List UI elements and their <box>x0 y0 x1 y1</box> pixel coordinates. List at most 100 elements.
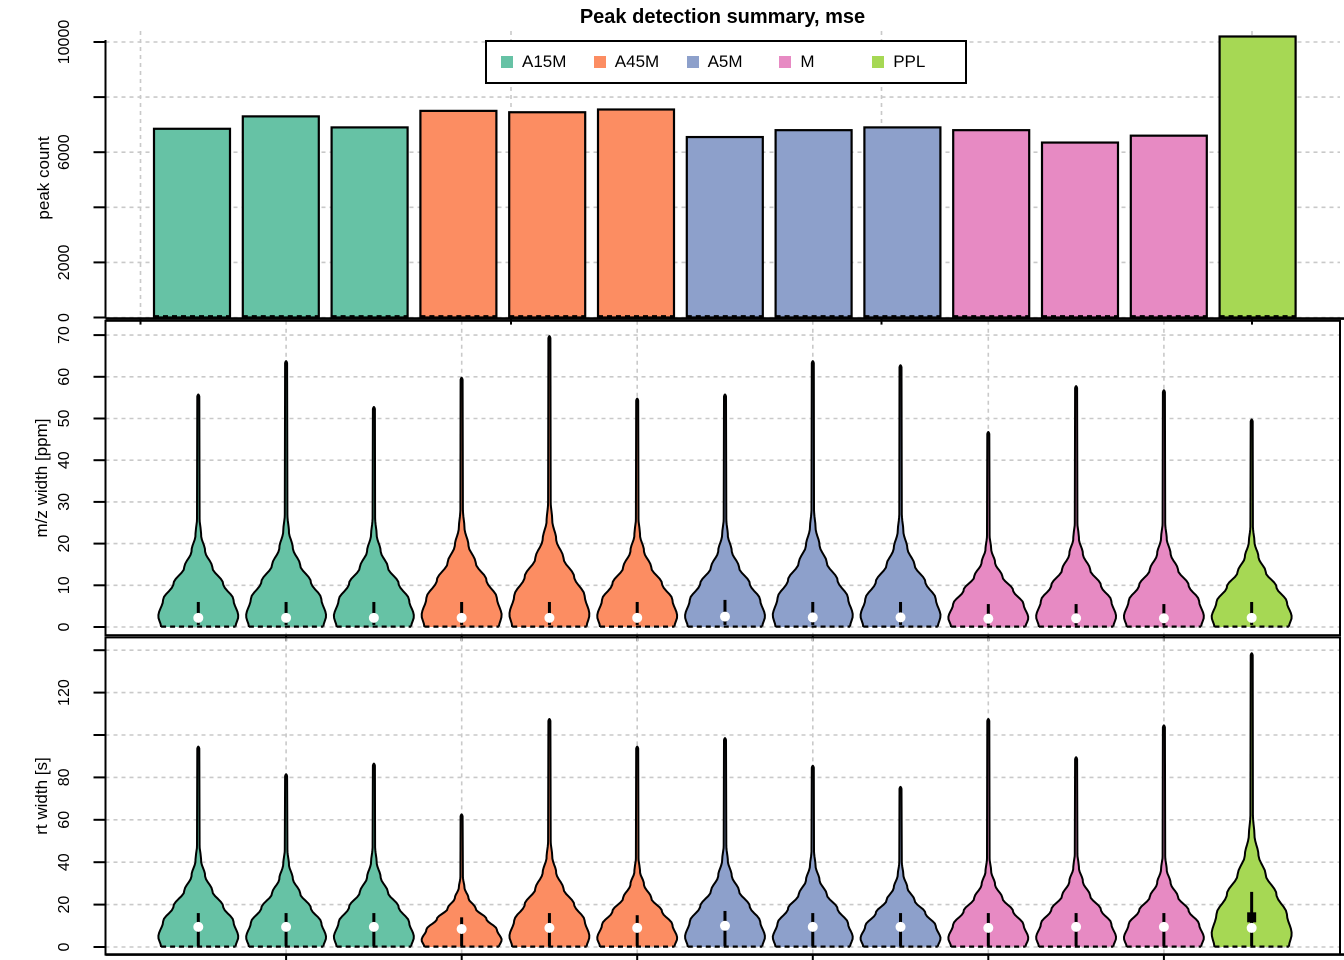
legend-swatch-a15m-icon <box>501 56 513 68</box>
violin-outline <box>420 813 503 948</box>
bar-a45m-6 <box>596 108 676 319</box>
violin-fill-m-11 <box>1036 386 1116 627</box>
y-tick-label: 40 <box>56 451 73 469</box>
violin-median-dot <box>1071 921 1082 932</box>
violin-median-dot <box>632 612 643 623</box>
violin-median-dot <box>807 612 818 623</box>
violin-median-dot <box>456 612 467 623</box>
violin-fill-a5m-9 <box>860 365 941 627</box>
bar-ppl-13 <box>1218 35 1297 319</box>
violin-fill-a45m-6 <box>597 746 678 947</box>
y-tick-label: 40 <box>56 853 73 871</box>
y-axis-label-peak-count: peak count <box>34 136 53 220</box>
y-tick-label: 80 <box>56 768 73 786</box>
chart-title: Peak detection summary, mse <box>579 6 866 28</box>
violin-outline <box>1210 418 1293 628</box>
violin-median-dot <box>983 613 994 624</box>
y-tick-label: 20 <box>56 535 73 553</box>
violin-median-dot <box>807 921 818 932</box>
y-tick-label: 10 <box>56 576 73 594</box>
bar-a5m-7 <box>685 135 764 319</box>
violin-median-dot <box>544 612 555 623</box>
violin-outline <box>859 364 942 628</box>
violin-median-dot <box>1246 612 1257 623</box>
y-tick-label: 0 <box>56 942 73 951</box>
violin-fill-a5m-7 <box>685 738 765 947</box>
legend-swatch-ppl-icon <box>872 56 885 68</box>
violin-median-dot <box>719 920 730 931</box>
violin-outline <box>420 376 503 628</box>
violin-median-dot <box>1158 613 1169 624</box>
y-tick-label: 10000 <box>56 20 73 65</box>
violin-fill-a5m-9 <box>860 786 941 947</box>
violin-fill-a5m-8 <box>772 765 853 947</box>
violin-outline <box>771 764 854 948</box>
violin-outline <box>1123 389 1205 628</box>
legend-label-m: M <box>800 52 815 71</box>
legend-swatch-a45m-icon <box>593 56 606 68</box>
violin-fill-a45m-5 <box>509 336 590 627</box>
violin-median-dot <box>281 921 292 932</box>
violin-outline <box>1123 724 1205 948</box>
bar-m-12 <box>1129 134 1208 319</box>
y-axis-label-rt-width: rt width [s] <box>32 757 51 835</box>
legend-label-a5m: A5M <box>707 52 743 71</box>
violin-median-dot <box>368 921 379 932</box>
y-tick-label: 20 <box>56 896 73 914</box>
violin-outline <box>508 718 591 948</box>
violin-outline <box>596 397 679 628</box>
violin-fill-a15m-1 <box>158 746 239 947</box>
violin-fill-a45m-5 <box>509 719 590 947</box>
violin-fill-a45m-6 <box>597 398 678 627</box>
violin-outline <box>596 745 679 948</box>
legend-item-m: M <box>779 52 872 72</box>
violin-median-dot <box>1158 921 1169 932</box>
violin-fill-a15m-3 <box>333 407 414 627</box>
legend: A15M A45M A5M M PPL <box>485 40 967 84</box>
bar-a15m-2 <box>241 115 320 319</box>
y-tick-label: 70 <box>56 326 73 344</box>
y-tick-label: 50 <box>56 410 73 428</box>
legend-label-a45m: A45M <box>614 52 660 71</box>
bar-a5m-8 <box>774 129 853 319</box>
violin-median-dot <box>895 921 906 932</box>
bar-a15m-1 <box>152 127 232 319</box>
violin-fill-a15m-1 <box>158 394 239 627</box>
violin-outline <box>157 393 240 628</box>
y-tick-label: 30 <box>56 493 73 511</box>
bar-m-10 <box>952 129 1031 319</box>
violin-outline <box>1035 385 1117 628</box>
violin-median-dot <box>456 923 467 934</box>
violin-fill-a45m-4 <box>421 377 502 627</box>
violin-median-dot <box>983 922 994 933</box>
violin-outline <box>245 773 327 948</box>
violin-outline <box>157 745 240 948</box>
violin-fill-a45m-4 <box>421 814 502 947</box>
violin-median-dot <box>719 611 730 622</box>
violin-fill-m-10 <box>948 432 1029 627</box>
bar-a45m-5 <box>508 111 587 319</box>
violin-median-dot <box>193 612 204 623</box>
violin-median-dot <box>895 612 906 623</box>
violin-outline <box>684 737 766 948</box>
legend-swatch-a5m-icon <box>686 56 699 68</box>
violin-median-dot <box>368 612 379 623</box>
violin-outline <box>1210 652 1293 948</box>
y-tick-label: 6000 <box>56 134 73 170</box>
violin-median-dot <box>544 922 555 933</box>
violin-median-dot <box>632 922 643 933</box>
violin-median-dot <box>281 612 292 623</box>
legend-item-ppl: PPL <box>872 52 965 72</box>
legend-swatch-m-icon <box>779 56 792 68</box>
violin-fill-m-12 <box>1124 390 1204 627</box>
violin-fill-a5m-7 <box>685 394 765 627</box>
violin-outline <box>508 335 591 628</box>
violin-outline <box>332 762 415 948</box>
bar-a45m-4 <box>419 109 498 319</box>
violin-fill-ppl-13 <box>1211 419 1292 627</box>
y-tick-label: 0 <box>56 313 73 322</box>
panel-frame <box>104 319 1341 637</box>
y-tick-label: 2000 <box>56 245 73 281</box>
violin-median-dot <box>1071 613 1082 624</box>
